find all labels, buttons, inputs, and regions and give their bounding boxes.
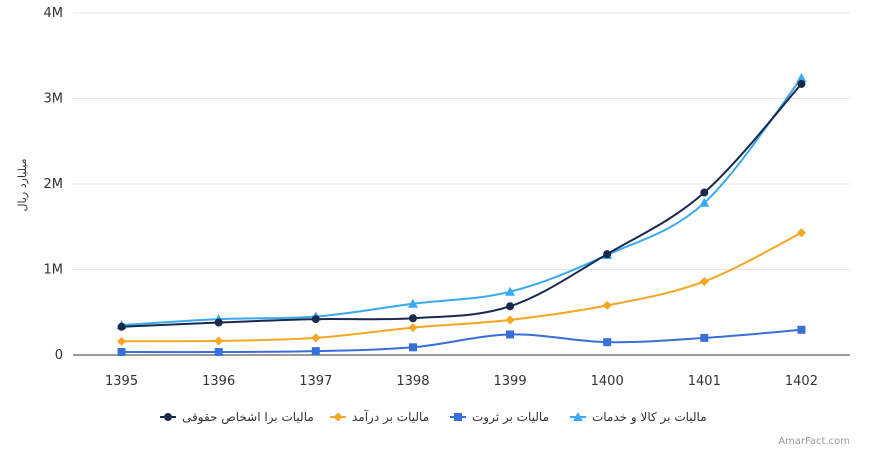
data-point — [700, 188, 709, 197]
series-line — [121, 83, 803, 328]
data-point — [699, 276, 709, 286]
grid-lines — [73, 12, 850, 270]
x-tick-label: 1397 — [299, 374, 332, 389]
x-axis-ticks: 1395 1396 1397 1398 1399 1400 1401 1402 — [105, 374, 818, 389]
data-point — [117, 322, 126, 331]
data-point — [603, 338, 612, 347]
y-tick-label: 2M — [44, 177, 64, 192]
legend-item[interactable]: مالیات بر درآمد — [330, 409, 429, 425]
series-4 — [116, 72, 807, 330]
data-point — [700, 333, 709, 342]
series-1 — [117, 79, 806, 331]
legend-item[interactable]: مالیات بر ثروت — [450, 410, 549, 425]
data-point — [214, 318, 223, 327]
data-point — [506, 330, 515, 339]
data-point — [505, 286, 516, 296]
credit-text[interactable]: AmarFact.com — [778, 436, 850, 447]
data-point — [573, 412, 583, 421]
data-point — [408, 343, 417, 352]
y-tick-label: 1M — [44, 263, 64, 278]
series-line — [121, 77, 803, 327]
data-point — [699, 197, 710, 207]
legend-label: مالیات برا اشخاص حقوقی — [182, 410, 314, 425]
data-point — [214, 348, 223, 357]
data-point — [333, 412, 343, 422]
legend-item[interactable]: مالیات برا اشخاص حقوقی — [160, 410, 314, 425]
data-point — [311, 315, 320, 324]
data-point — [603, 250, 612, 259]
x-tick-label: 1398 — [396, 374, 429, 389]
data-point — [311, 333, 321, 343]
y-tick-label: 3M — [44, 92, 64, 107]
data-point — [117, 348, 126, 357]
data-point — [796, 228, 806, 238]
data-point — [408, 323, 418, 333]
series-3 — [117, 325, 806, 357]
series-line — [121, 231, 802, 343]
y-axis-ticks: 0 1M 2M 3M 4M — [44, 6, 64, 363]
legend-item[interactable]: مالیات بر کالا و خدمات — [570, 410, 707, 425]
x-tick-label: 1402 — [785, 374, 818, 389]
data-point — [796, 72, 807, 82]
x-tick-label: 1396 — [202, 374, 235, 389]
data-point — [408, 314, 417, 323]
legend-label: مالیات بر درآمد — [352, 409, 429, 425]
y-tick-label: 0 — [55, 348, 63, 363]
legend-label: مالیات بر کالا و خدمات — [592, 410, 707, 425]
legend[interactable]: مالیات برا اشخاص حقوقی مالیات بر درآمد مال… — [160, 409, 707, 425]
data-point — [506, 302, 515, 311]
series-line — [121, 328, 802, 354]
data-point — [797, 325, 806, 334]
data-point — [602, 300, 612, 310]
x-tick-label: 1399 — [494, 374, 527, 389]
data-point — [454, 413, 462, 421]
data-point — [407, 298, 418, 308]
data-point — [311, 347, 320, 356]
data-point — [505, 315, 515, 325]
data-point — [214, 336, 224, 346]
data-point — [797, 79, 806, 88]
y-tick-label: 4M — [44, 6, 64, 21]
data-point — [164, 413, 172, 421]
series-2 — [117, 228, 806, 346]
x-tick-label: 1395 — [105, 374, 138, 389]
legend-label: مالیات بر ثروت — [472, 410, 549, 425]
x-tick-label: 1400 — [591, 374, 624, 389]
series-group — [116, 72, 807, 357]
data-point — [117, 336, 127, 346]
y-axis-label: میلیارد ریال — [16, 158, 29, 211]
x-tick-label: 1401 — [688, 374, 721, 389]
